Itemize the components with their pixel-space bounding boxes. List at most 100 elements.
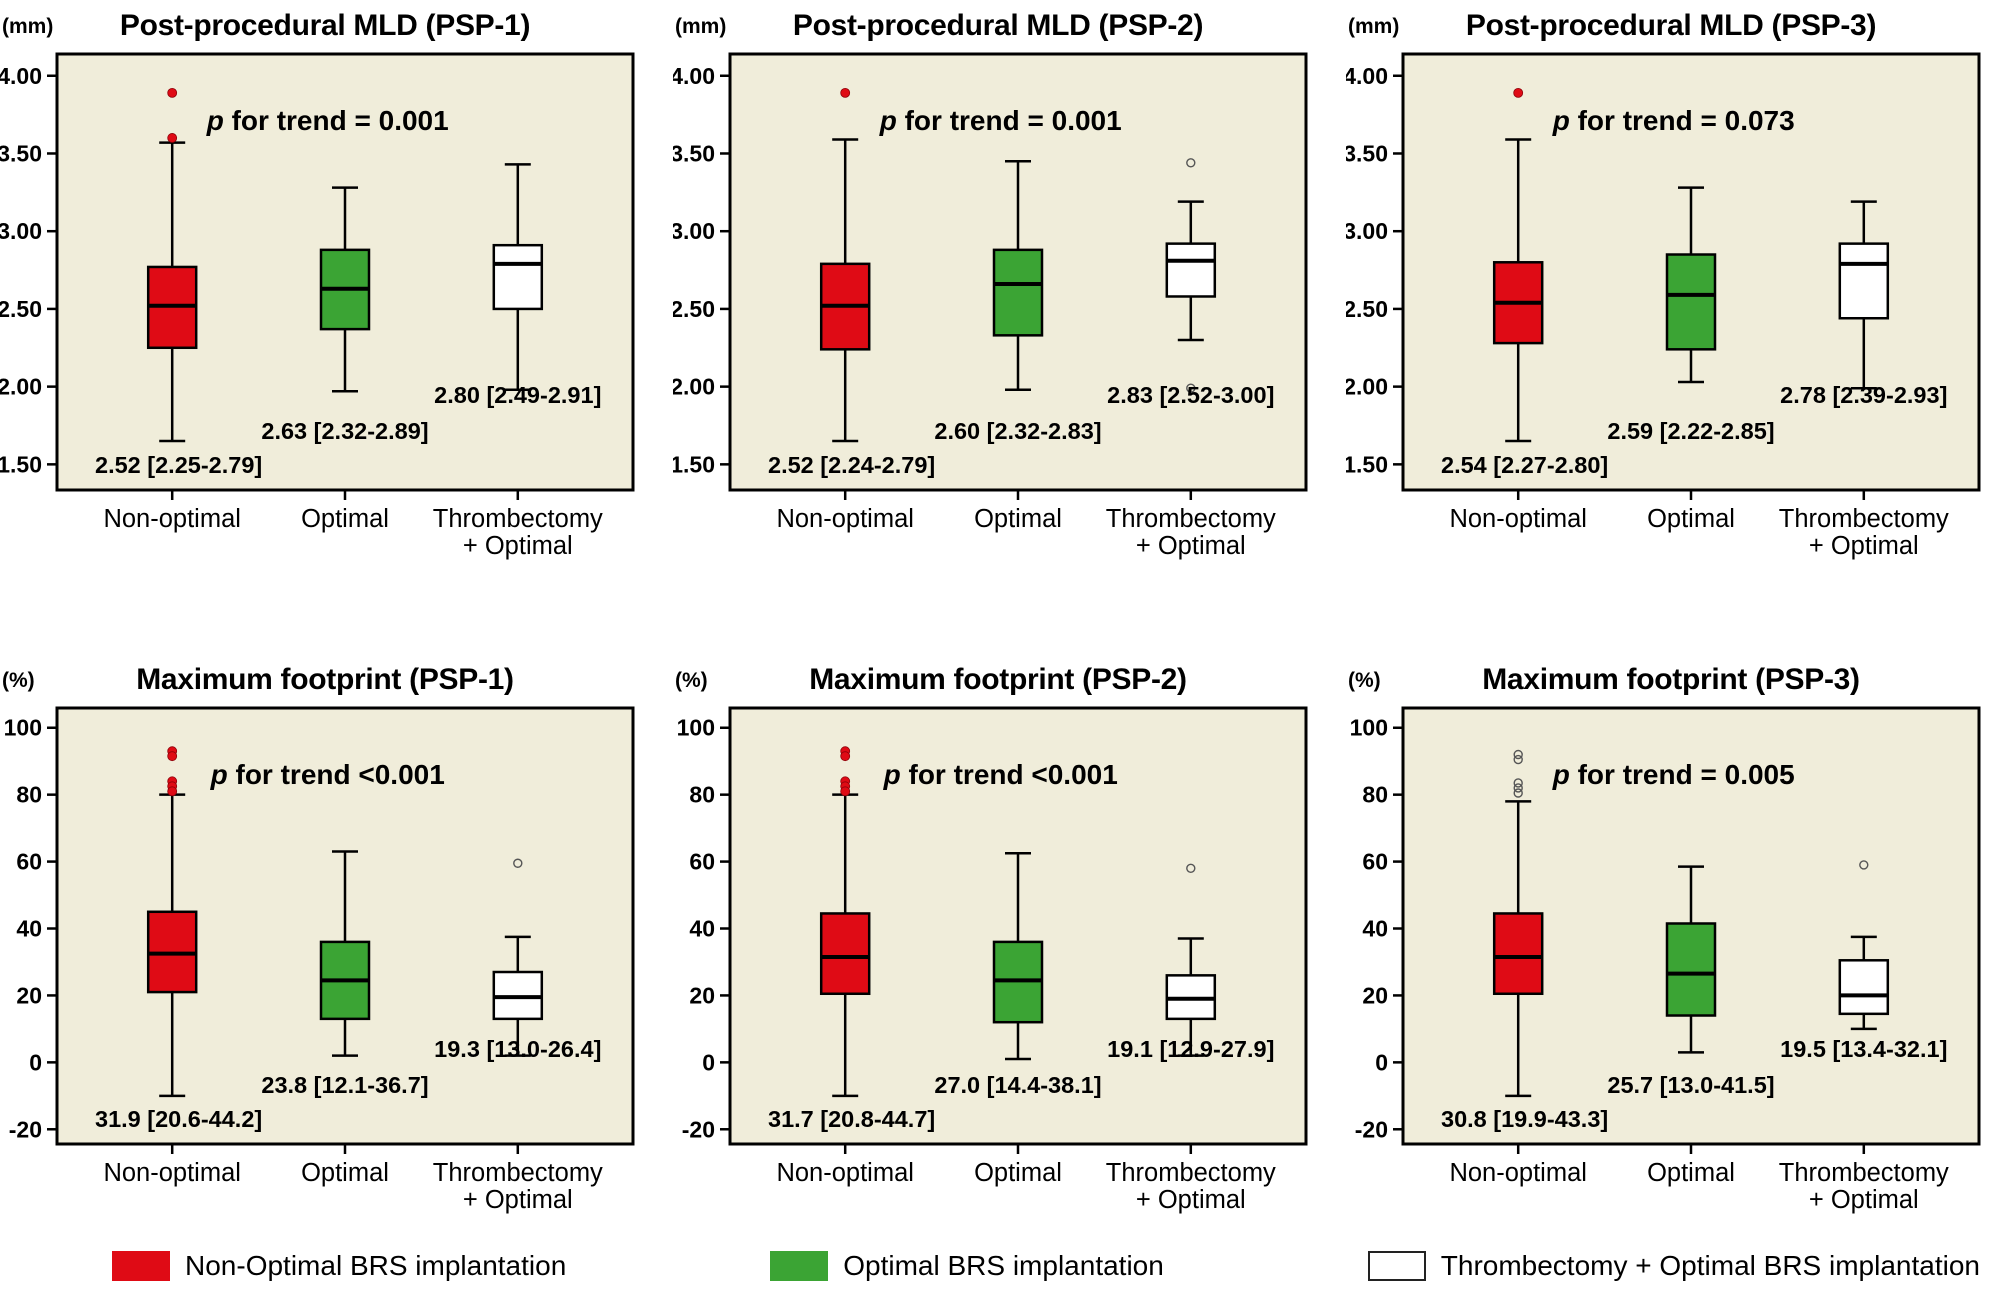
outlier-filled <box>167 133 178 143</box>
outlier-filled <box>840 751 851 762</box>
y-tick-label: 20 <box>16 982 42 1008</box>
box-group-2 <box>492 163 544 391</box>
y-tick-label: 40 <box>1362 916 1388 942</box>
category-label: Non-optimal <box>1449 1159 1586 1187</box>
stat-label: 19.3 [13.0-26.4] <box>434 1036 601 1062</box>
category-label: Optimal <box>301 1159 389 1187</box>
category-label: Optimal <box>301 505 389 533</box>
panel-footprint-psp3: (%) Maximum footprint (PSP-3) 100 80 60 40 2… <box>1346 660 1996 1222</box>
panel-mld-psp3: (mm) Post-procedural MLD (PSP-3) 4.00 3.5… <box>1346 6 1996 568</box>
category-label: Non-optimal <box>776 1159 913 1187</box>
y-axis-unit: (%) <box>1348 669 1381 692</box>
y-axis-unit: (mm) <box>1348 15 1400 38</box>
stat-label: 2.54 [2.27-2.80] <box>1441 452 1608 478</box>
legend-label: Thrombectomy + Optimal BRS implantation <box>1440 1250 1980 1281</box>
category-label: Optimal <box>1647 1159 1735 1187</box>
outlier-open <box>1513 749 1523 760</box>
stat-label: 31.9 [20.6-44.2] <box>95 1106 262 1132</box>
y-tick-label: 2.00 <box>0 374 42 400</box>
outlier-filled <box>1513 87 1524 98</box>
category-label: Non-optimal <box>103 1159 240 1187</box>
iqr-box <box>819 912 871 996</box>
iqr-box <box>492 243 544 311</box>
y-tick-label: 4.00 <box>1346 63 1388 89</box>
p-trend-label: p for trend = 0.001 <box>879 105 1122 136</box>
panel-header: (%) Maximum footprint (PSP-1) <box>0 660 650 702</box>
box-group-1 <box>319 186 371 393</box>
box-group-1 <box>319 850 371 1057</box>
panel-title: Maximum footprint (PSP-2) <box>809 663 1187 696</box>
iqr-box <box>992 248 1044 337</box>
y-axis-unit: (mm) <box>675 15 727 38</box>
stat-label: 2.80 [2.49-2.91] <box>434 382 601 408</box>
panel-header: (mm) Post-procedural MLD (PSP-2) <box>673 6 1323 48</box>
category-label: Thrombectomy <box>433 1159 603 1187</box>
stat-label: 2.63 [2.32-2.89] <box>261 418 428 444</box>
y-tick-label: 0 <box>1375 1049 1388 1075</box>
p-trend-label: p for trend = 0.001 <box>206 105 449 136</box>
outlier-open <box>513 858 523 868</box>
panel-header: (%) Maximum footprint (PSP-3) <box>1346 660 1996 702</box>
y-tick-label: 2.00 <box>673 374 715 400</box>
box-group-2 <box>1165 158 1217 393</box>
category-label: Thrombectomy <box>433 505 603 533</box>
panel-header: (mm) Post-procedural MLD (PSP-3) <box>1346 6 1996 48</box>
stat-label: 27.0 [14.4-38.1] <box>934 1072 1101 1098</box>
box-group-0 <box>819 87 871 443</box>
y-tick-label: 20 <box>1362 982 1388 1008</box>
box-group-1 <box>1665 865 1717 1054</box>
panel-mld-psp1: (mm) Post-procedural MLD (PSP-1) 4.00 3.5… <box>0 6 650 568</box>
iqr-box <box>1838 959 1890 1016</box>
y-axis-unit: (%) <box>2 669 35 692</box>
boxplot-svg: 4.00 3.50 3.00 2.50 2.00 1.50 p for trend = 0.… <box>673 52 1308 560</box>
stat-label: 31.7 [20.8-44.7] <box>768 1106 935 1132</box>
boxplot-svg: 4.00 3.50 3.00 2.50 2.00 1.50 p for trend = 0.… <box>1346 52 1981 560</box>
outlier-open <box>1186 158 1196 168</box>
stat-label: 2.59 [2.22-2.85] <box>1607 418 1774 444</box>
y-tick-label: 2.50 <box>0 296 42 322</box>
iqr-box <box>1665 253 1717 351</box>
y-tick-label: 80 <box>689 782 715 808</box>
panel-header: (mm) Post-procedural MLD (PSP-1) <box>0 6 650 48</box>
y-tick-label: 2.50 <box>673 296 715 322</box>
boxplot-svg: 4.00 3.50 3.00 2.50 2.00 1.50 p for trend = 0.… <box>0 52 635 560</box>
outlier-filled <box>840 786 851 797</box>
stat-label: 2.52 [2.25-2.79] <box>95 452 262 478</box>
legend-swatch-thrombectomy-optimal <box>1367 1251 1426 1281</box>
category-label: Thrombectomy <box>1106 505 1276 533</box>
box-group-1 <box>992 160 1044 391</box>
box-group-1 <box>992 851 1044 1061</box>
legend-swatch-non-optimal <box>112 1251 170 1281</box>
stat-label: 2.83 [2.52-3.00] <box>1107 382 1274 408</box>
category-label: + Optimal <box>1136 1186 1246 1214</box>
panel-title: Maximum footprint (PSP-3) <box>1482 663 1860 696</box>
y-axis-unit: (%) <box>675 669 708 692</box>
y-tick-label: 80 <box>16 782 42 808</box>
box-group-0 <box>146 87 198 443</box>
y-tick-label: 60 <box>1362 849 1388 875</box>
y-tick-label: 80 <box>1362 782 1388 808</box>
category-label: Optimal <box>974 505 1062 533</box>
y-tick-label: 100 <box>677 715 715 741</box>
stat-label: 2.60 [2.32-2.83] <box>934 418 1101 444</box>
y-tick-label: 4.00 <box>0 63 42 89</box>
y-tick-label: 40 <box>689 916 715 942</box>
legend-swatch-optimal <box>770 1251 829 1281</box>
outlier-filled <box>167 786 178 797</box>
stat-label: 25.7 [13.0-41.5] <box>1607 1072 1774 1098</box>
box-group-2 <box>492 858 544 1057</box>
category-label: Optimal <box>1647 505 1735 533</box>
box-group-2 <box>1165 863 1217 1057</box>
bottom-row: (%) Maximum footprint (PSP-1) 100 80 60 40 2… <box>0 660 1996 1222</box>
box-group-0 <box>146 746 198 1098</box>
y-tick-label: 100 <box>1350 715 1388 741</box>
top-row: (mm) Post-procedural MLD (PSP-1) 4.00 3.5… <box>0 6 1996 568</box>
outlier-open <box>1859 860 1869 870</box>
y-tick-label: 1.50 <box>1346 451 1388 477</box>
y-tick-label: 3.00 <box>673 218 715 244</box>
y-tick-label: 60 <box>689 849 715 875</box>
legend-item-thrombectomy-optimal: Thrombectomy + Optimal BRS implantation <box>1367 1250 1980 1282</box>
y-tick-label: 2.00 <box>1346 374 1388 400</box>
y-tick-label: -20 <box>9 1116 42 1142</box>
outlier-open <box>1513 754 1523 765</box>
